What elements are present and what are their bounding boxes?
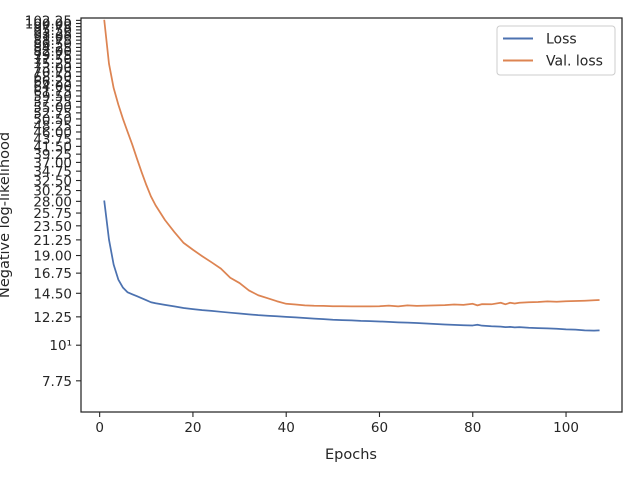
y-tick-label: 41.50 (33, 139, 72, 155)
y-tick-label: 46.00 (33, 125, 72, 141)
y-tick-label: 39.25 (33, 147, 72, 163)
y-axis-label: Negative log-likelihood (0, 132, 13, 298)
y-tick-label: 68.50 (33, 69, 72, 85)
x-tick-label: 0 (95, 420, 104, 436)
y-tick-label: 43.75 (33, 132, 72, 148)
y-tick-label: 102.25 (25, 13, 72, 29)
y-axis-ticks: 7.75 10¹ 12.25 14.50 16.7519.0021.2523.5025.… (25, 13, 81, 390)
y-tick-label: 77.50 (33, 52, 72, 68)
y-tick-label: 30.25 (33, 184, 72, 200)
y-tick-label: 14.50 (33, 286, 72, 302)
x-tick-label: 60 (371, 420, 388, 436)
y-tick-label: 88.75 (33, 33, 72, 49)
y-tick-label: 84.25 (33, 40, 72, 56)
y-tick-label: 66.25 (33, 74, 72, 90)
y-tick-label: 23.50 (33, 219, 72, 235)
y-tick-label: 10¹ (49, 338, 72, 354)
y-tick-label: 93.25 (33, 26, 72, 42)
y-tick-label: 7.75 (42, 374, 72, 390)
y-tick-label: 52.75 (33, 106, 72, 122)
y-tick-label: 64.00 (33, 79, 72, 95)
plot-frame (80, 17, 623, 413)
y-tick-label: 21.25 (33, 233, 72, 249)
y-tick-label: 73.00 (33, 60, 72, 76)
y-tick-label: 25.75 (33, 206, 72, 222)
y-tick-label: 55.00 (33, 100, 72, 116)
y-tick-label: 91.00 (33, 30, 72, 46)
x-tick-label: 80 (464, 420, 481, 436)
y-tick-label: 61.75 (33, 84, 72, 100)
y-tick-label: 95.50 (33, 23, 72, 39)
legend-label-loss: Loss (546, 32, 577, 48)
plot-lines (103, 19, 600, 332)
legend-label-val-loss: Val. loss (546, 54, 603, 70)
y-tick-label: 82.00 (33, 44, 72, 60)
y-tick-label: 32.50 (33, 174, 72, 190)
y-tick-label: 79.75 (33, 48, 72, 64)
x-tick-label: 100 (553, 420, 579, 436)
y-tick-label: 48.25 (33, 118, 72, 134)
y-tick-label: 59.50 (33, 89, 72, 105)
y-tick-label: 16.75 (33, 266, 72, 282)
y-tick-label: 34.75 (33, 164, 72, 180)
y-tick-label: 12.25 (33, 310, 72, 326)
y-tick-label: 97.75 (33, 20, 72, 36)
series-line-loss (103, 200, 600, 332)
y-tick-label: 19.00 (33, 249, 72, 265)
y-tick-label: 57.25 (33, 94, 72, 110)
y-tick-label: 28.00 (33, 194, 72, 210)
y-tick-label: 75.25 (33, 56, 72, 72)
y-tick-label: 100.00 (25, 16, 72, 32)
x-tick-label: 20 (184, 420, 201, 436)
y-tick-label: 50.50 (33, 112, 72, 128)
legend: Loss Val. loss (496, 25, 616, 76)
y-tick-label: 37.00 (33, 155, 72, 171)
series-line-val-loss (103, 19, 600, 308)
x-axis-label: Epochs (325, 447, 377, 463)
x-tick-label: 40 (278, 420, 295, 436)
y-tick-label: 70.75 (33, 65, 72, 81)
y-tick-label: 86.50 (33, 37, 72, 53)
x-axis-ticks: 0 20 40 60 80 100 (95, 412, 579, 436)
